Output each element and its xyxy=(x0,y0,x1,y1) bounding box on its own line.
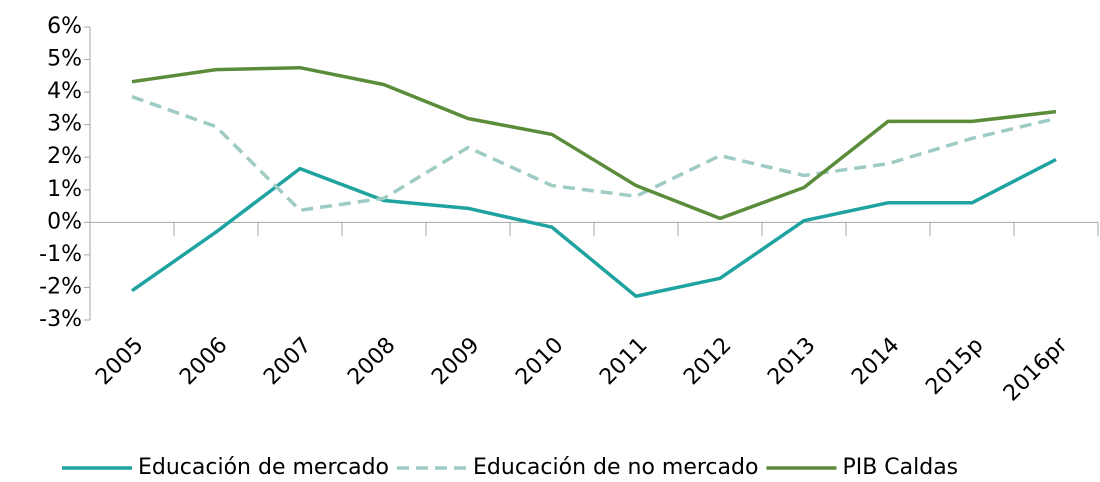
legend-label: PIB Caldas xyxy=(842,455,958,480)
x-tick-label: 2012 xyxy=(679,333,736,390)
x-tick-label: 2016pr xyxy=(999,332,1073,406)
x-tick-label: 2008 xyxy=(343,333,400,390)
y-tick-label: 2% xyxy=(47,144,82,169)
x-tick-label: 2006 xyxy=(175,333,232,390)
x-tick-label: 2014 xyxy=(847,333,904,390)
series-line xyxy=(131,95,1057,213)
y-tick-label: 3% xyxy=(47,112,82,137)
x-tick-label: 2007 xyxy=(259,333,316,390)
y-tick-label: -3% xyxy=(39,307,82,332)
legend-label: Educación de mercado xyxy=(138,455,389,480)
x-tick-label: 2010 xyxy=(511,333,568,390)
y-tick-label: 1% xyxy=(47,177,82,202)
x-tick-label: 2011 xyxy=(595,333,652,390)
x-tick-label: 2015p xyxy=(921,333,988,400)
y-tick-label: -2% xyxy=(39,274,82,299)
x-tick-label: 2013 xyxy=(763,333,820,390)
y-tick-label: 4% xyxy=(47,79,82,104)
x-tick-label: 2009 xyxy=(427,333,484,390)
series-line xyxy=(130,157,1057,298)
x-tick-label: 2005 xyxy=(91,333,148,390)
y-tick-label: 0% xyxy=(47,209,82,234)
legend-label: Educación de no mercado xyxy=(473,455,758,480)
y-tick-label: -1% xyxy=(39,242,82,267)
series-line xyxy=(131,65,1057,221)
y-tick-label: 5% xyxy=(47,47,82,72)
y-tick-label: 6% xyxy=(47,14,82,39)
